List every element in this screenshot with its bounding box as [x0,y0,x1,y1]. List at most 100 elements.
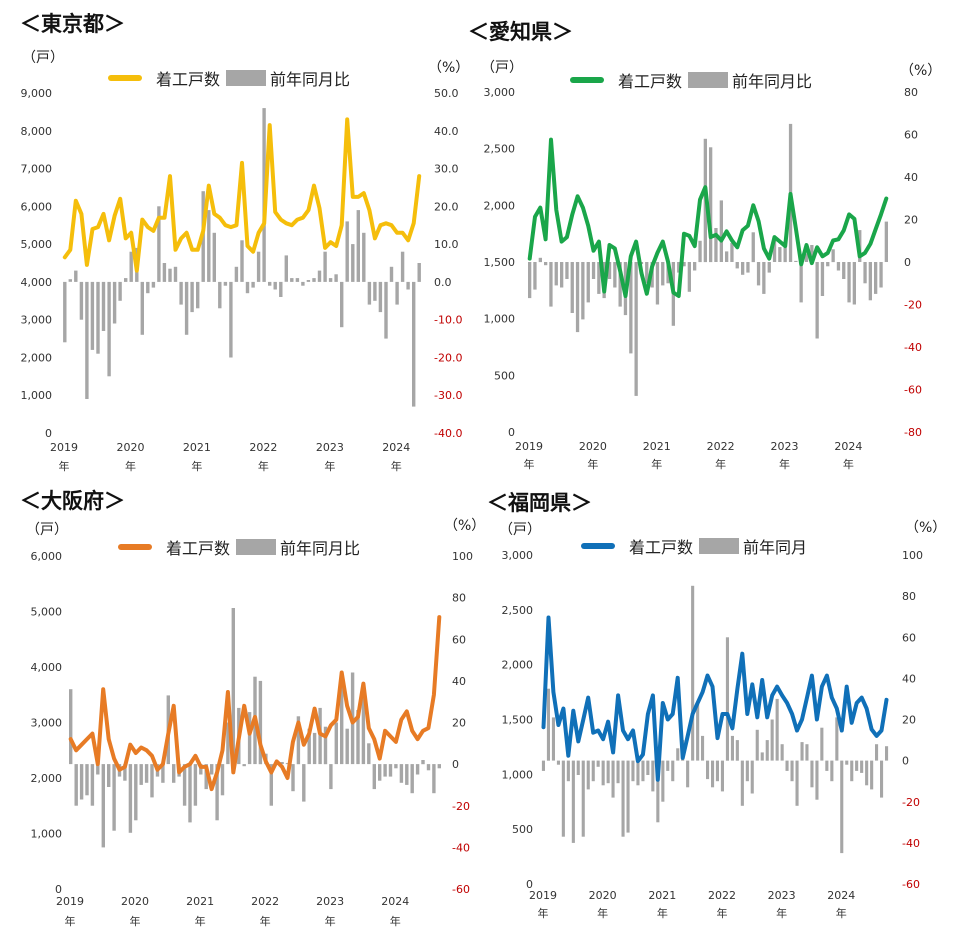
yoy-bar [378,764,382,781]
yoy-bar [345,221,349,282]
yoy-bar [383,764,387,777]
yoy-bar [284,255,288,282]
yoy-bar [634,262,638,396]
yoy-bar [875,744,879,761]
yoy-bar [399,764,404,783]
yoy-bar [576,760,580,775]
yoy-bar [631,760,635,782]
yoy-bar [541,760,545,771]
yoy-bar [107,281,111,377]
yoy-bar [879,262,883,288]
left-axis-tick-label: 2,000 [21,351,53,364]
x-axis-year-suffix: 年 [325,914,336,928]
yoy-bar [79,764,84,800]
yoy-bar [804,253,809,262]
yoy-bar [570,262,574,313]
yoy-bar [101,281,106,331]
yoy-bar [218,281,222,309]
x-axis-year-suffix: 年 [776,906,787,920]
yoy-bar [168,268,172,282]
yoy-bar [740,760,744,806]
yoy-bar [725,251,729,262]
yoy-bar [613,262,617,288]
yoy-bar [306,280,311,282]
left-axis-tick-label: 500 [512,823,533,836]
right-axis-tick-label: -60 [452,883,470,896]
yoy-bar [780,744,784,761]
yoy-bar [302,764,306,802]
chart-title: ＜東京都＞ [20,12,125,36]
yoy-bar [762,262,766,294]
left-axis-tick-label: 5,000 [21,238,53,251]
yoy-bar [556,760,560,765]
yoy-bar [417,263,421,282]
chart-panel-osaka: ＜大阪府＞ （戸） （%） 着工戸数 前年同月比 6,000 5,000 4,000 3,000… [0,475,485,949]
yoy-bar [815,262,819,339]
x-axis-year-suffix: 年 [324,459,335,473]
right-axis-tick-label: -20 [902,796,920,809]
yoy-bar [805,744,809,761]
yoy-bar [268,281,272,286]
yoy-bar [161,764,165,783]
yoy-bar [129,251,133,282]
yoy-bar [204,764,208,790]
left-axis-tick-label: 7,000 [21,163,53,176]
left-axis-unit: （戸） [481,60,523,76]
yoy-bar [389,266,394,282]
legend: 着工戸数 前年同月比 [570,68,812,92]
yoy-bar [810,760,814,788]
yoy-bar [400,251,405,282]
yoy-bar [118,281,122,301]
yoy-bar [139,764,143,785]
x-axis-year-suffix: 年 [597,906,608,920]
yoy-bar [269,764,273,806]
left-axis-tick-label: 2,000 [31,772,63,785]
x-axis-year-suffix: 年 [587,457,598,471]
chart-svg: 9,000 8,000 7,000 6,000 5,000 4,000 3,000 2,000… [21,87,463,473]
yoy-bar [725,637,729,761]
yoy-bar [373,281,377,301]
yoy-bar [226,722,230,765]
yoy-bar [686,760,690,788]
yoy-bar [367,743,371,765]
x-axis-year-suffix: 年 [130,914,141,928]
yoy-bar [852,262,856,305]
x-axis-year-label: 2022 [708,889,736,902]
yoy-bar [785,760,789,771]
yoy-bar [655,262,660,305]
chart-svg: 6,000 5,000 4,000 3,000 2,000 1,000 0 100 80 60 40… [31,550,474,928]
right-axis-tick-label: 0.0 [434,276,452,289]
yoy-bar [151,281,156,288]
yoy-bar [651,760,655,792]
yoy-bar [273,281,277,290]
right-axis-tick-label: 40.0 [434,125,459,138]
yoy-bar [794,260,798,262]
yoy-bar [334,274,338,282]
right-axis-tick-label: -20 [452,800,470,813]
x-axis-year-label: 2022 [249,441,277,454]
yoy-bar [735,740,739,761]
x-axis-year-label: 2023 [771,440,799,453]
left-axis-tick-label: 6,000 [21,200,53,213]
left-axis-tick-label: 1,500 [502,714,534,727]
yoy-bar [74,270,78,282]
chart-panel-aichi: ＜愛知県＞ （戸） （%） 着工戸数 前年同月比 3,000 2,500 2,000 1,500… [468,0,956,474]
yoy-bar [190,281,194,313]
yoy-bar [318,707,322,765]
left-axis-unit: （戸） [26,522,68,538]
yoy-bar [554,262,558,286]
yoy-bar [146,281,150,294]
yoy-bar [850,760,854,782]
legend-bar-swatch [236,539,277,555]
x-axis-year-suffix: 年 [836,906,847,920]
left-axis-tick-label: 4,000 [31,661,63,674]
yoy-bar [868,262,872,301]
x-axis-year-label: 2023 [316,441,344,454]
yoy-bar [636,760,640,786]
right-axis-tick-label: 60 [452,633,466,646]
right-axis-tick-label: 40 [904,171,918,184]
yoy-bar [406,281,410,290]
right-axis-unit: （%） [905,520,947,536]
yoy-bar [285,763,290,765]
yoy-bar [606,760,610,784]
